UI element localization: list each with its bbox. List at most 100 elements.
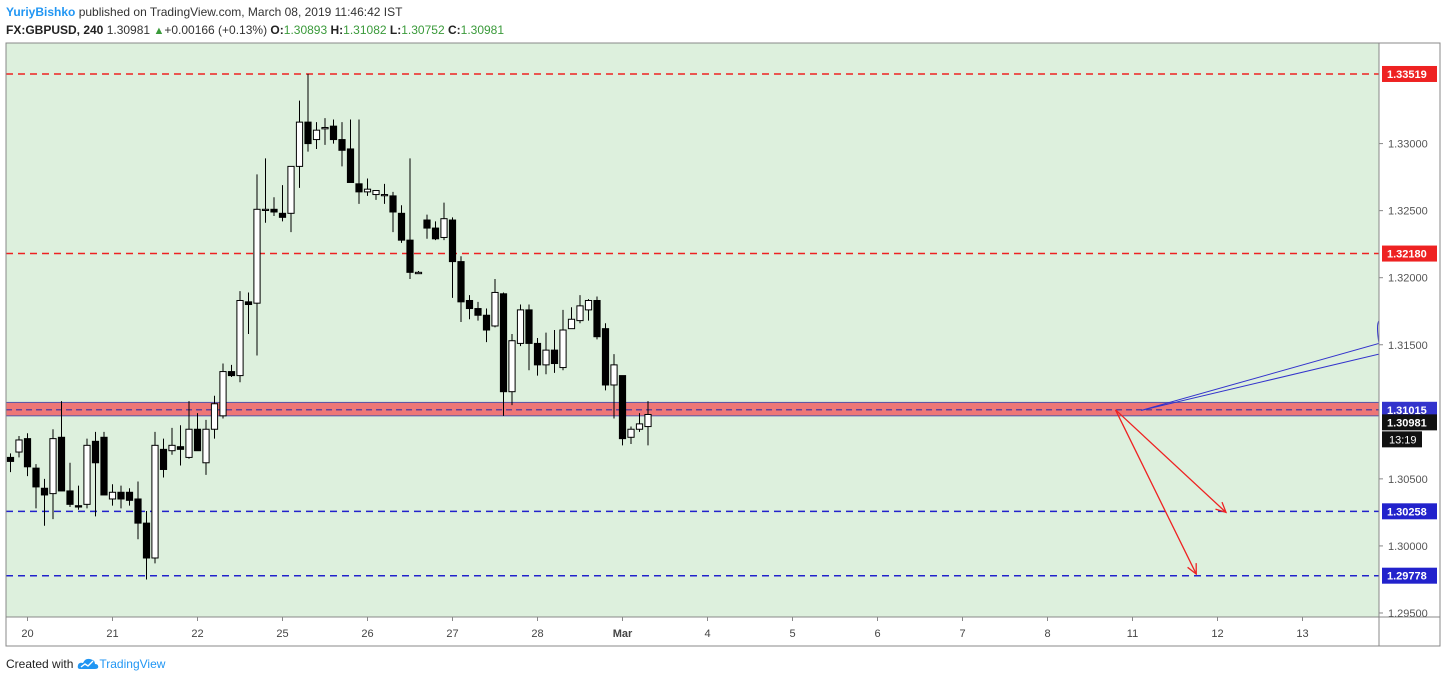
candle[interactable] — [193, 413, 202, 452]
candle-body-down — [601, 328, 610, 386]
candle[interactable] — [57, 401, 66, 492]
candle[interactable] — [270, 197, 278, 217]
candle[interactable] — [125, 488, 134, 506]
candle[interactable] — [185, 401, 193, 459]
level-price-tag[interactable]: 1.30258 — [1382, 503, 1437, 520]
candle[interactable] — [287, 165, 295, 233]
candle[interactable] — [431, 221, 440, 241]
candle[interactable] — [338, 122, 346, 167]
candle[interactable] — [389, 191, 397, 233]
forecast-arrow-1[interactable] — [1115, 409, 1228, 514]
candle-body-up — [151, 444, 159, 559]
candle[interactable] — [610, 354, 618, 419]
candle[interactable] — [244, 292, 253, 335]
time-tick-label: 13 — [1296, 628, 1308, 640]
candle[interactable] — [66, 462, 74, 508]
candle[interactable] — [423, 214, 431, 239]
candle[interactable] — [159, 438, 168, 478]
candle[interactable] — [151, 431, 159, 564]
candle-body-down — [533, 342, 542, 366]
candle[interactable] — [210, 395, 219, 439]
candle[interactable] — [40, 478, 49, 526]
candle[interactable] — [32, 464, 40, 509]
candle[interactable] — [465, 295, 474, 320]
candle[interactable] — [627, 426, 635, 444]
candle[interactable] — [593, 296, 601, 340]
candle[interactable] — [176, 425, 185, 466]
countdown-tag[interactable]: 13:19 — [1382, 431, 1422, 448]
candle[interactable] — [474, 301, 482, 321]
candle[interactable] — [516, 304, 525, 347]
candle[interactable] — [550, 330, 559, 373]
candle[interactable] — [74, 485, 83, 510]
candle[interactable] — [278, 185, 287, 222]
candle[interactable] — [236, 291, 244, 383]
candle-body-up — [210, 403, 219, 430]
candle[interactable] — [23, 433, 32, 477]
candle[interactable] — [329, 119, 338, 144]
candle[interactable] — [525, 304, 533, 371]
candle[interactable] — [448, 217, 457, 298]
author-name[interactable]: YuriyBishko — [6, 5, 76, 19]
price-tag-text: 1.30981 — [1387, 417, 1427, 429]
candle[interactable] — [108, 484, 117, 506]
candle-body-up — [491, 291, 499, 327]
plot-area[interactable] — [6, 43, 1379, 617]
candle[interactable] — [304, 73, 312, 152]
zone-price-tag[interactable]: 1.31015 — [1382, 401, 1437, 418]
candle[interactable] — [295, 100, 304, 188]
candle[interactable] — [355, 119, 363, 204]
forecast-arrow-2[interactable] — [1114, 409, 1197, 576]
candle[interactable] — [499, 292, 508, 416]
level-price-tag[interactable]: 1.32180 — [1382, 245, 1437, 262]
candle[interactable] — [49, 429, 57, 520]
candle[interactable] — [168, 427, 176, 455]
candle[interactable] — [457, 256, 465, 322]
last-price-tag[interactable]: 1.30981 — [1382, 414, 1437, 431]
candle[interactable] — [414, 270, 423, 275]
time-tick-label: 28 — [531, 628, 543, 640]
candle[interactable] — [100, 431, 108, 496]
candle[interactable] — [321, 118, 329, 145]
level-price-tag[interactable]: 1.29778 — [1382, 567, 1437, 584]
candle[interactable] — [83, 438, 91, 509]
candle[interactable] — [533, 338, 542, 376]
candle[interactable] — [576, 295, 584, 324]
candle[interactable] — [202, 419, 210, 475]
candle[interactable] — [219, 363, 227, 419]
candle[interactable] — [542, 332, 550, 375]
candle[interactable] — [559, 309, 567, 371]
tradingview-logo[interactable]: TradingView — [77, 657, 165, 671]
change-up-icon: ▲ — [153, 25, 165, 37]
candle[interactable] — [635, 413, 644, 432]
candle[interactable] — [15, 435, 23, 458]
candle[interactable] — [440, 202, 448, 241]
candle[interactable] — [406, 158, 414, 280]
candle[interactable] — [508, 334, 516, 406]
candle[interactable] — [363, 178, 372, 196]
candle-body-down — [355, 183, 363, 193]
candle[interactable] — [397, 205, 406, 243]
candle[interactable] — [91, 431, 100, 517]
candle[interactable] — [491, 279, 499, 328]
candle[interactable] — [567, 307, 576, 330]
candle[interactable] — [134, 481, 142, 540]
candle[interactable] — [644, 401, 652, 446]
candle[interactable] — [261, 158, 270, 223]
level-price-tag[interactable]: 1.33519 — [1382, 65, 1437, 82]
candle[interactable] — [312, 122, 321, 149]
candle[interactable] — [601, 323, 610, 391]
candle[interactable] — [117, 485, 125, 509]
candle[interactable] — [253, 174, 261, 356]
price-tick-label: 1.33000 — [1388, 139, 1428, 151]
candle[interactable] — [584, 299, 593, 321]
candle[interactable] — [346, 119, 355, 183]
candle[interactable] — [372, 190, 380, 200]
candle[interactable] — [482, 308, 491, 343]
candle[interactable] — [618, 375, 627, 446]
candle[interactable] — [380, 183, 389, 204]
candle[interactable] — [227, 364, 236, 377]
candle[interactable] — [6, 453, 15, 473]
candle[interactable] — [142, 511, 151, 580]
